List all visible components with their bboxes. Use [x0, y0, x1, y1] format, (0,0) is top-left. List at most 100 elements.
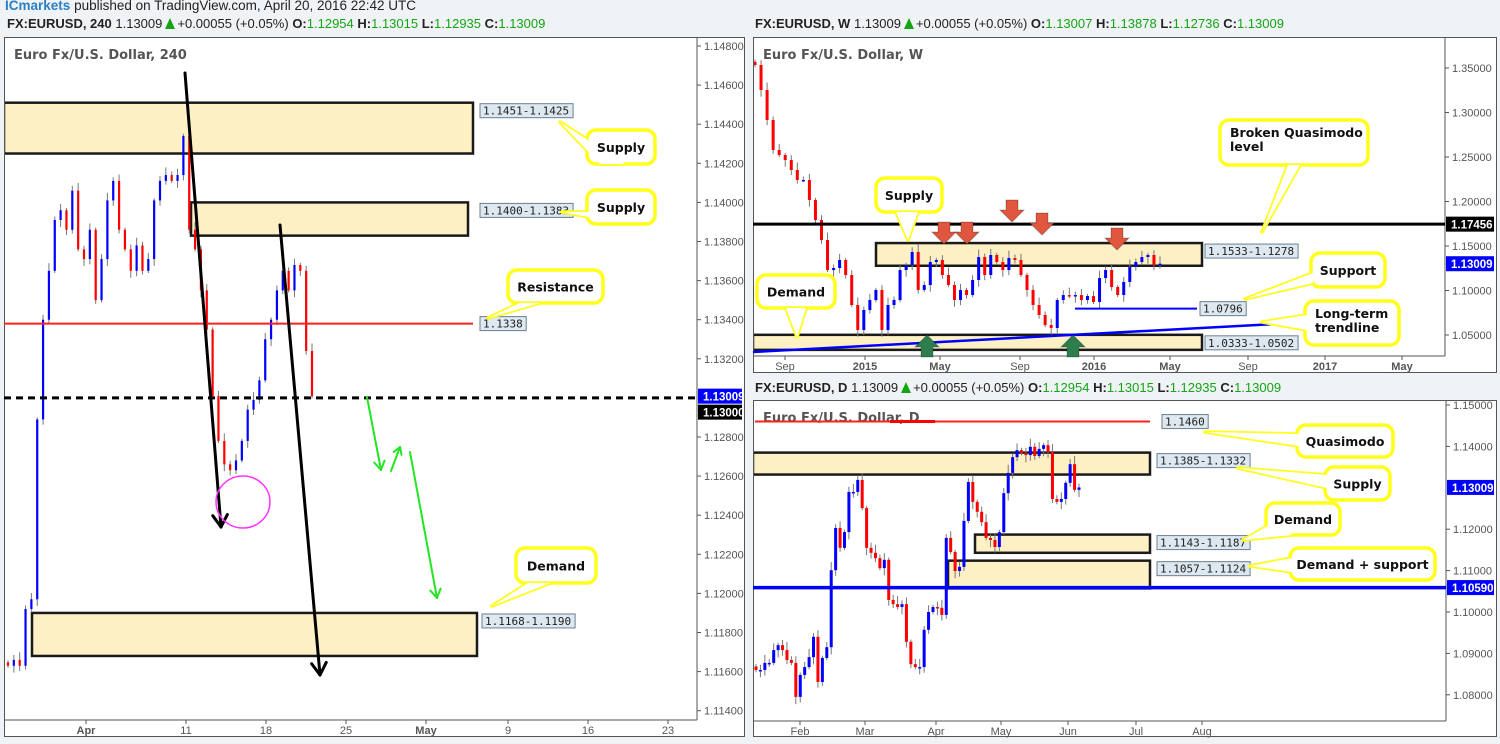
- callout-pointer-fill: [786, 308, 806, 337]
- candle-body: [188, 135, 191, 230]
- candle: [217, 391, 220, 444]
- callout-support: Support: [1243, 251, 1387, 301]
- low-value: 1.12935: [434, 16, 482, 31]
- price-tick-label: 1.14000: [704, 197, 744, 209]
- candle: [904, 262, 908, 277]
- candle-body: [966, 482, 970, 521]
- open-value: 1.12954: [306, 16, 354, 31]
- callout-pointer-fill: [1243, 520, 1292, 540]
- time-tick-label: Apr: [927, 726, 944, 738]
- candle: [896, 596, 900, 610]
- candle: [862, 306, 866, 336]
- candle-body: [1019, 259, 1023, 276]
- zone-label-box: [1204, 335, 1299, 351]
- candle-body: [868, 300, 872, 310]
- zone-label: 1.1143-1.1187: [1160, 537, 1246, 550]
- candle-body: [860, 479, 864, 509]
- candle-body: [949, 537, 953, 552]
- header-h4: FX:EURUSD, 240 1.13009 +0.00055 (+0.05%) …: [7, 16, 546, 31]
- candle: [211, 327, 214, 400]
- candle: [916, 244, 920, 294]
- publisher-link[interactable]: ICmarkets: [5, 0, 71, 13]
- candle: [909, 639, 913, 669]
- price-tick-label: 1.14200: [704, 158, 744, 170]
- candle-body: [1104, 270, 1108, 279]
- candle-body: [264, 339, 267, 381]
- header-weekly: FX:EURUSD, W 1.13009 +0.00055 (+0.05%) O:…: [755, 16, 1284, 31]
- candle: [153, 198, 156, 266]
- candle-body: [754, 666, 758, 670]
- time-tick-label: May: [1159, 361, 1181, 373]
- candle: [971, 475, 975, 510]
- candle-body: [1068, 464, 1072, 483]
- time-tick-label: 18: [260, 725, 272, 737]
- candle: [94, 227, 97, 304]
- zone-rect: [30, 611, 479, 658]
- candle: [794, 656, 798, 705]
- price-tag: [1447, 580, 1494, 596]
- candle-body: [983, 257, 987, 276]
- candle: [59, 203, 62, 227]
- candle-body: [962, 520, 966, 567]
- zone-label-box: [1156, 535, 1251, 551]
- candle-body: [882, 559, 886, 569]
- candle-body: [816, 636, 820, 682]
- callout-pointer-fill: [1262, 165, 1300, 232]
- candle-body: [12, 659, 15, 666]
- candle-body: [1031, 289, 1035, 306]
- candle-body: [807, 657, 811, 668]
- callout-text: Supply: [597, 200, 645, 215]
- symbol: FX:EURUSD, W: [755, 16, 851, 31]
- candle-body: [205, 290, 208, 330]
- candle-body: [838, 259, 842, 268]
- candle-body: [1146, 254, 1150, 258]
- candle: [1013, 254, 1017, 264]
- candle: [934, 257, 938, 268]
- candle: [826, 232, 830, 273]
- candle-body: [900, 604, 904, 608]
- chart-panel-h4: Euro Fx/U.S. Dollar, 240 1.1338 1.1451-1.1…: [4, 37, 745, 737]
- zone-label-box: [1156, 561, 1251, 577]
- candle: [904, 597, 908, 648]
- candle: [53, 216, 56, 274]
- candle-body: [832, 267, 836, 271]
- candle: [935, 601, 939, 616]
- candle-body: [293, 264, 296, 291]
- time-tick-label: 2017: [1313, 361, 1337, 373]
- candle-body: [767, 662, 771, 665]
- candle: [1068, 458, 1072, 487]
- candle-body: [898, 270, 902, 301]
- callout-pointer-fill: [1262, 315, 1307, 330]
- price-tick-label: 1.14600: [704, 80, 744, 92]
- up-triangle-icon: [165, 18, 176, 29]
- candle-body: [147, 259, 150, 271]
- candle: [182, 133, 185, 181]
- candle-body: [1158, 263, 1162, 266]
- plot-area: [5, 101, 479, 673]
- candle: [275, 285, 279, 326]
- candle-body: [1013, 258, 1017, 260]
- candle: [882, 553, 886, 576]
- time-tick-label: Sep: [1010, 361, 1030, 373]
- price-tick-label: 1.25000: [1452, 152, 1492, 164]
- candle: [1073, 291, 1077, 303]
- candle: [1019, 253, 1023, 278]
- callout-text: Demand: [1274, 512, 1332, 527]
- candle: [1002, 487, 1006, 535]
- candle: [946, 267, 950, 288]
- candle: [952, 281, 956, 307]
- price-tag: [1447, 479, 1494, 495]
- candle: [1011, 453, 1015, 479]
- candle: [807, 649, 811, 670]
- candle-body: [158, 180, 162, 201]
- candle: [962, 512, 966, 571]
- candle-body: [182, 135, 185, 176]
- callout-text: Supply: [597, 140, 645, 155]
- candle-body: [1077, 487, 1081, 490]
- candle: [771, 116, 775, 154]
- candle: [82, 245, 86, 266]
- candle-body: [959, 289, 963, 301]
- price-tick-label: 1.10000: [1453, 607, 1493, 619]
- callout-text: Demand + support: [1296, 557, 1428, 572]
